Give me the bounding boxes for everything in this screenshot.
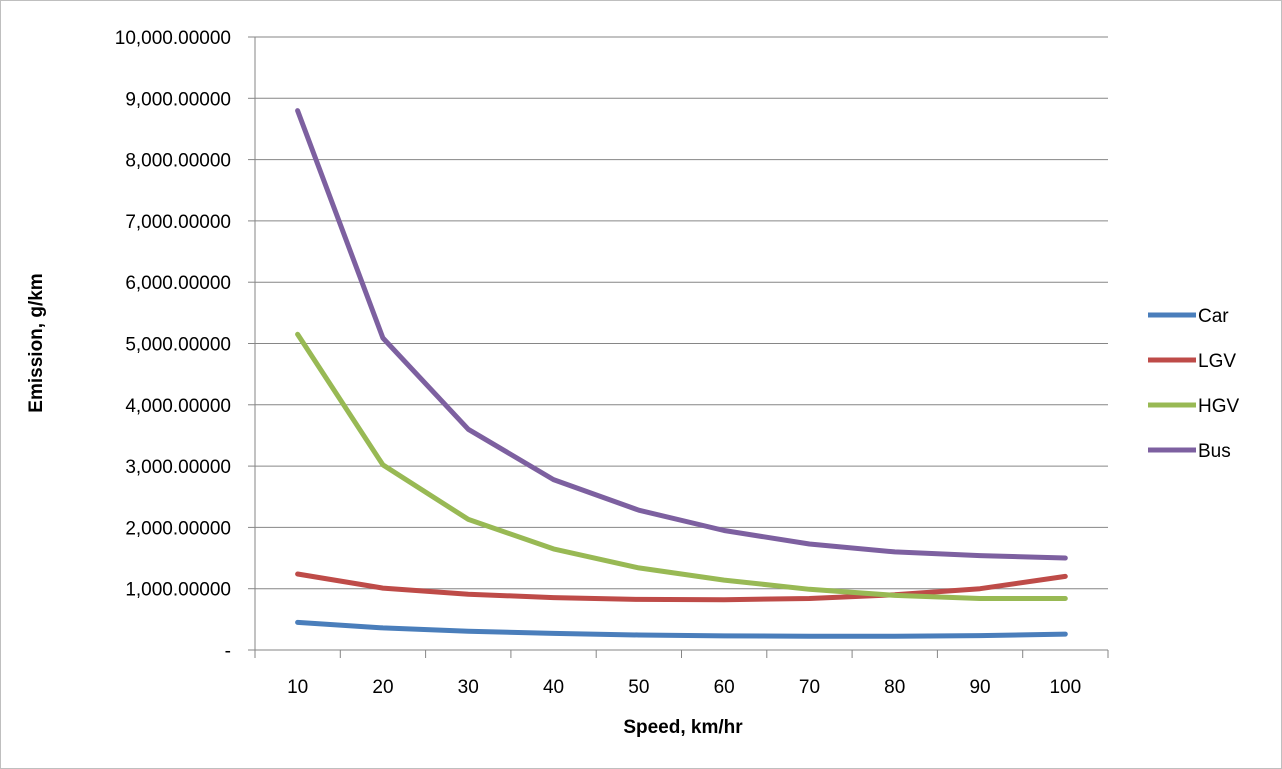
x-tick-label: 20 xyxy=(372,677,393,698)
x-axis-title: Speed, km/hr xyxy=(623,717,743,738)
x-tick-label: 40 xyxy=(543,677,564,698)
y-tick-label: 8,000.00000 xyxy=(125,151,231,172)
x-tick-label: 10 xyxy=(287,677,308,698)
y-tick-label: 3,000.00000 xyxy=(125,457,231,478)
series-line-bus xyxy=(295,108,1068,561)
y-tick-label: 9,000.00000 xyxy=(125,89,231,110)
axes: - 1,000.00000 2,000.00000 3,000.00000 4,000.… xyxy=(115,28,1109,698)
series-line-hgv xyxy=(295,331,1068,601)
x-tick-label: 30 xyxy=(458,677,479,698)
x-tick-label: 50 xyxy=(628,677,649,698)
y-tick-label: - xyxy=(225,641,231,662)
y-axis-title: Emission, g/km xyxy=(26,273,47,412)
x-tick-label: 90 xyxy=(969,677,990,698)
y-tick-label: 7,000.00000 xyxy=(125,212,231,233)
y-tick-label: 5,000.00000 xyxy=(125,335,231,356)
x-tick-label: 70 xyxy=(799,677,820,698)
series-lines xyxy=(295,108,1068,639)
legend-label-bus: Bus xyxy=(1198,441,1231,462)
series-line-car xyxy=(295,619,1068,639)
x-tick-label: 80 xyxy=(884,677,905,698)
legend: Car LGV HGV Bus xyxy=(1148,306,1240,462)
y-tick-label: 1,000.00000 xyxy=(125,580,231,601)
legend-label-hgv: HGV xyxy=(1198,396,1240,417)
series-line-lgv xyxy=(295,571,1068,603)
gridlines xyxy=(255,36,1108,590)
legend-label-lgv: LGV xyxy=(1198,351,1236,372)
y-tick-label: 10,000.00000 xyxy=(115,28,231,49)
y-tick-label: 6,000.00000 xyxy=(125,273,231,294)
y-tick-label: 2,000.00000 xyxy=(125,518,231,539)
x-tick-label: 100 xyxy=(1049,677,1081,698)
y-tick-label: 4,000.00000 xyxy=(125,396,231,417)
x-tick-label: 60 xyxy=(714,677,735,698)
legend-label-car: Car xyxy=(1198,306,1229,327)
